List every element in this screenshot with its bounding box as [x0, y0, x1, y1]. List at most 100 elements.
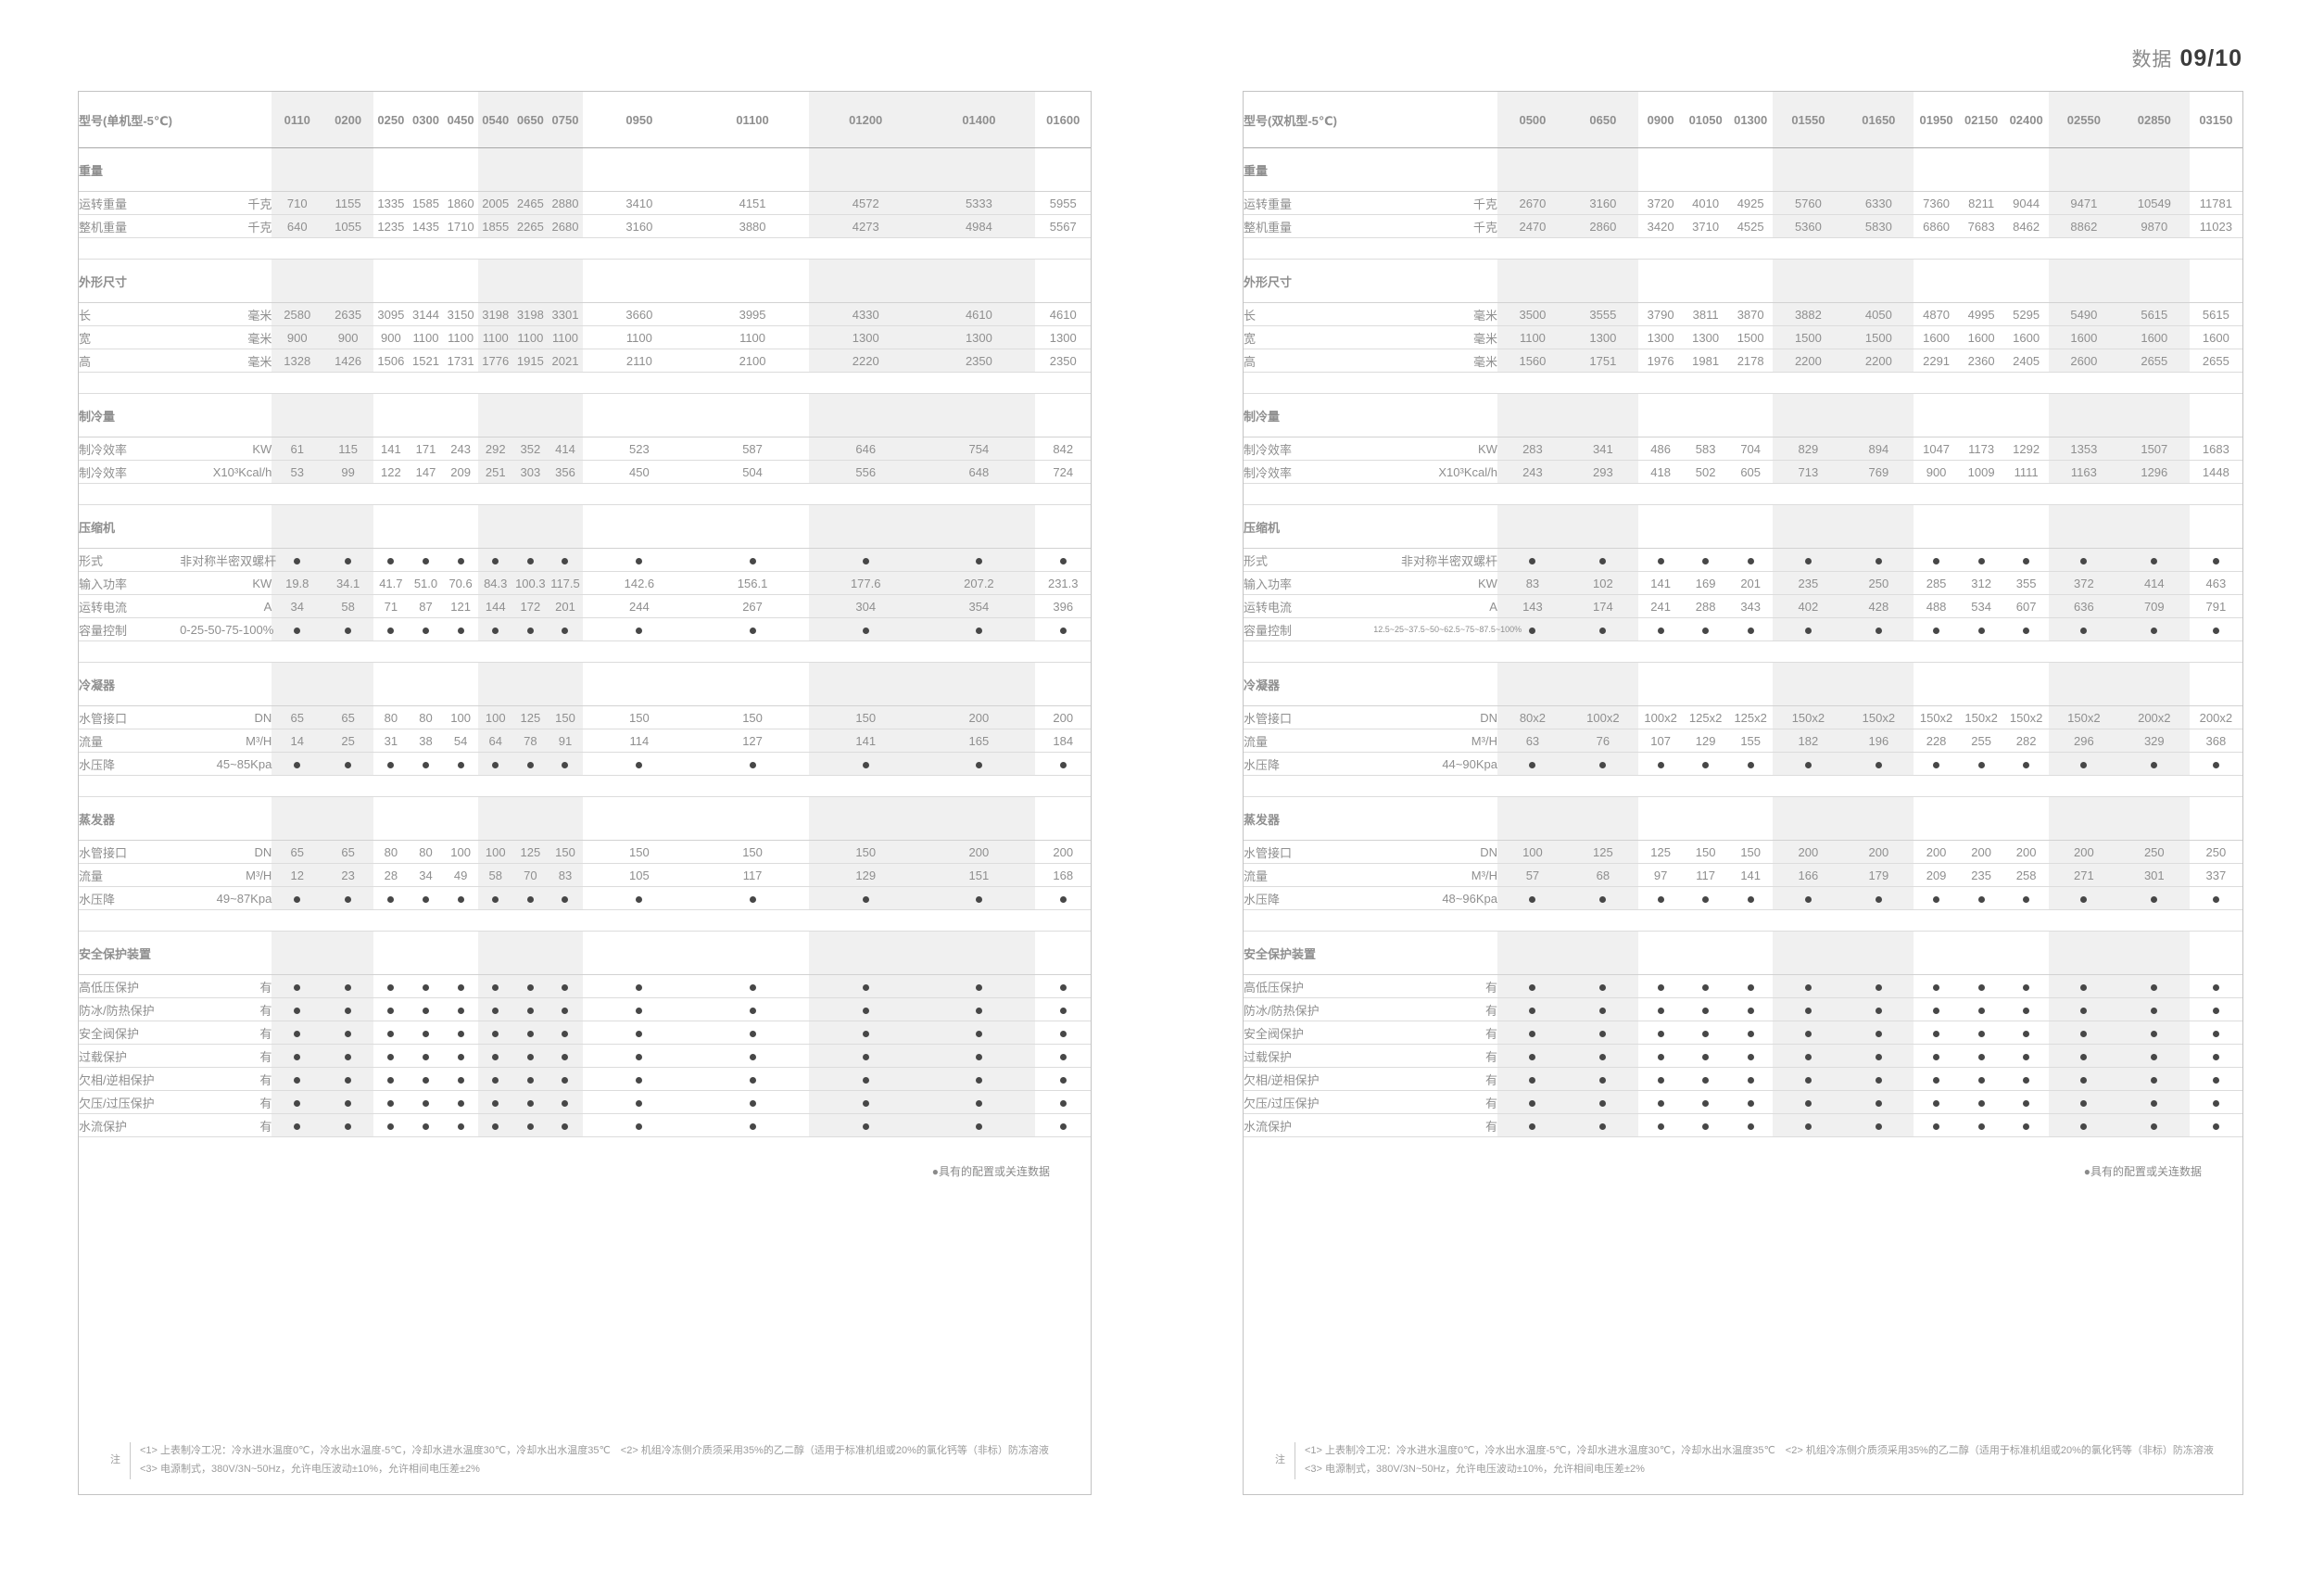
cell-value: 7683 — [1958, 214, 2004, 238]
dot-icon — [345, 1030, 352, 1037]
dot-icon — [1657, 627, 1664, 634]
row-unit: KW — [180, 571, 272, 595]
cell-value: 343 — [1727, 594, 1774, 618]
cell-value: 402 — [1773, 594, 1844, 618]
cell-value: 209 — [1914, 863, 1959, 887]
row-label: 水流保护 — [79, 1113, 181, 1137]
cell-value: 150 — [582, 840, 696, 864]
cell-value — [2189, 617, 2242, 641]
cell-value — [477, 1067, 513, 1091]
dot-icon — [2023, 983, 2030, 991]
section-header-cell — [2048, 662, 2119, 706]
cell-value — [1914, 1044, 1959, 1068]
cell-value: 54 — [443, 729, 478, 753]
section-header-cell — [1773, 796, 1844, 841]
section-header-cell — [1914, 147, 1959, 192]
cell-value: 1981 — [1683, 349, 1728, 373]
dot-icon — [1875, 895, 1882, 903]
cell-value: 2670 — [1497, 191, 1568, 215]
dot-icon — [1529, 1099, 1536, 1107]
note-body: <1> 上表制冷工况：冷水进水温度0℃，冷水出水温度-5℃，冷却水进水温度30℃… — [140, 1442, 1049, 1479]
section-header-cell — [443, 147, 478, 192]
cell-value: 155 — [1727, 729, 1774, 753]
cell-value: 51.0 — [408, 571, 444, 595]
table-row: 防冰/防热保护有 — [79, 997, 1091, 1021]
cell-value: 285 — [1914, 571, 1959, 595]
table-header-row: 型号(单机型-5℃) 0110 0200 0250 0300 0450 0540 0650 07… — [79, 92, 1091, 148]
cell-value: 523 — [582, 437, 696, 461]
cell-value — [1637, 997, 1684, 1021]
dot-icon — [1529, 983, 1536, 991]
cell-value: 1435 — [408, 214, 444, 238]
cell-value: 1328 — [272, 349, 323, 373]
dot-icon — [636, 1007, 643, 1014]
section-spacer — [79, 640, 1091, 663]
cell-value: 3160 — [1567, 191, 1638, 215]
row-unit: KW — [180, 437, 272, 461]
cell-value — [1035, 886, 1091, 910]
section-header-cell — [1773, 147, 1844, 192]
dot-icon — [492, 1076, 499, 1084]
cell-value — [809, 1044, 923, 1068]
section-header-cell — [408, 662, 444, 706]
dot-icon — [1059, 557, 1067, 564]
dot-icon — [1529, 895, 1536, 903]
cell-value — [922, 1113, 1036, 1137]
cell-value: 80 — [408, 705, 444, 729]
dot-icon — [492, 1007, 499, 1014]
cell-value — [2189, 548, 2242, 572]
dot-icon — [1702, 1076, 1710, 1084]
cell-value — [922, 1021, 1036, 1045]
dot-icon — [2212, 1122, 2219, 1130]
dot-icon — [862, 1030, 869, 1037]
cell-value — [1567, 1044, 1638, 1068]
cell-value: 900 — [322, 325, 374, 349]
section-header-cell — [512, 931, 549, 975]
cell-value: 150 — [1727, 840, 1774, 864]
cell-value: 150x2 — [1914, 705, 1959, 729]
section-header-cell — [2003, 504, 2049, 549]
cell-value — [1843, 617, 1914, 641]
cell-value — [1035, 1021, 1091, 1045]
cell-value: 12 — [272, 863, 323, 887]
row-unit: DN — [1373, 840, 1497, 864]
dot-icon — [422, 761, 429, 768]
cell-value: 83 — [1497, 571, 1568, 595]
cell-value: 900 — [373, 325, 409, 349]
cell-value: 1521 — [408, 349, 444, 373]
cell-value: 1731 — [443, 349, 478, 373]
row-unit: 12.5~25~37.5~50~62.5~75~87.5~100% — [1373, 617, 1522, 641]
dot-icon — [294, 895, 301, 903]
section-header-cell — [1914, 504, 1959, 549]
dot-icon — [457, 1099, 464, 1107]
cell-value: 301 — [2118, 863, 2190, 887]
section-header-cell — [1683, 662, 1728, 706]
cell-value: 125x2 — [1727, 705, 1774, 729]
section-spacer — [1244, 909, 2242, 932]
cell-value: 65 — [322, 705, 374, 729]
row-unit: 有 — [1373, 1090, 1497, 1114]
dot-icon — [2151, 983, 2158, 991]
section-header-cell — [2003, 662, 2049, 706]
section-title: 重量 — [1244, 147, 1497, 192]
cell-value — [1567, 974, 1638, 998]
cell-value: 5830 — [1843, 214, 1914, 238]
cell-value — [809, 1021, 923, 1045]
row-label: 形式 — [79, 548, 181, 572]
dot-icon — [2151, 1122, 2158, 1130]
cell-value: 150x2 — [1958, 705, 2004, 729]
section-header-cell — [1567, 259, 1638, 303]
dot-icon — [526, 1053, 534, 1060]
section-title: 冷凝器 — [1244, 662, 1497, 706]
section-header-cell — [373, 796, 409, 841]
dot-icon — [2023, 761, 2030, 768]
cell-value — [2048, 1113, 2119, 1137]
cell-value: 2200 — [1843, 349, 1914, 373]
cell-value — [548, 1067, 583, 1091]
cell-value — [272, 1044, 323, 1068]
dot-icon — [636, 627, 643, 634]
dot-icon — [1529, 557, 1536, 564]
cell-value — [1683, 548, 1728, 572]
cell-value: 3150 — [443, 302, 478, 326]
cell-value: 141 — [1727, 863, 1774, 887]
